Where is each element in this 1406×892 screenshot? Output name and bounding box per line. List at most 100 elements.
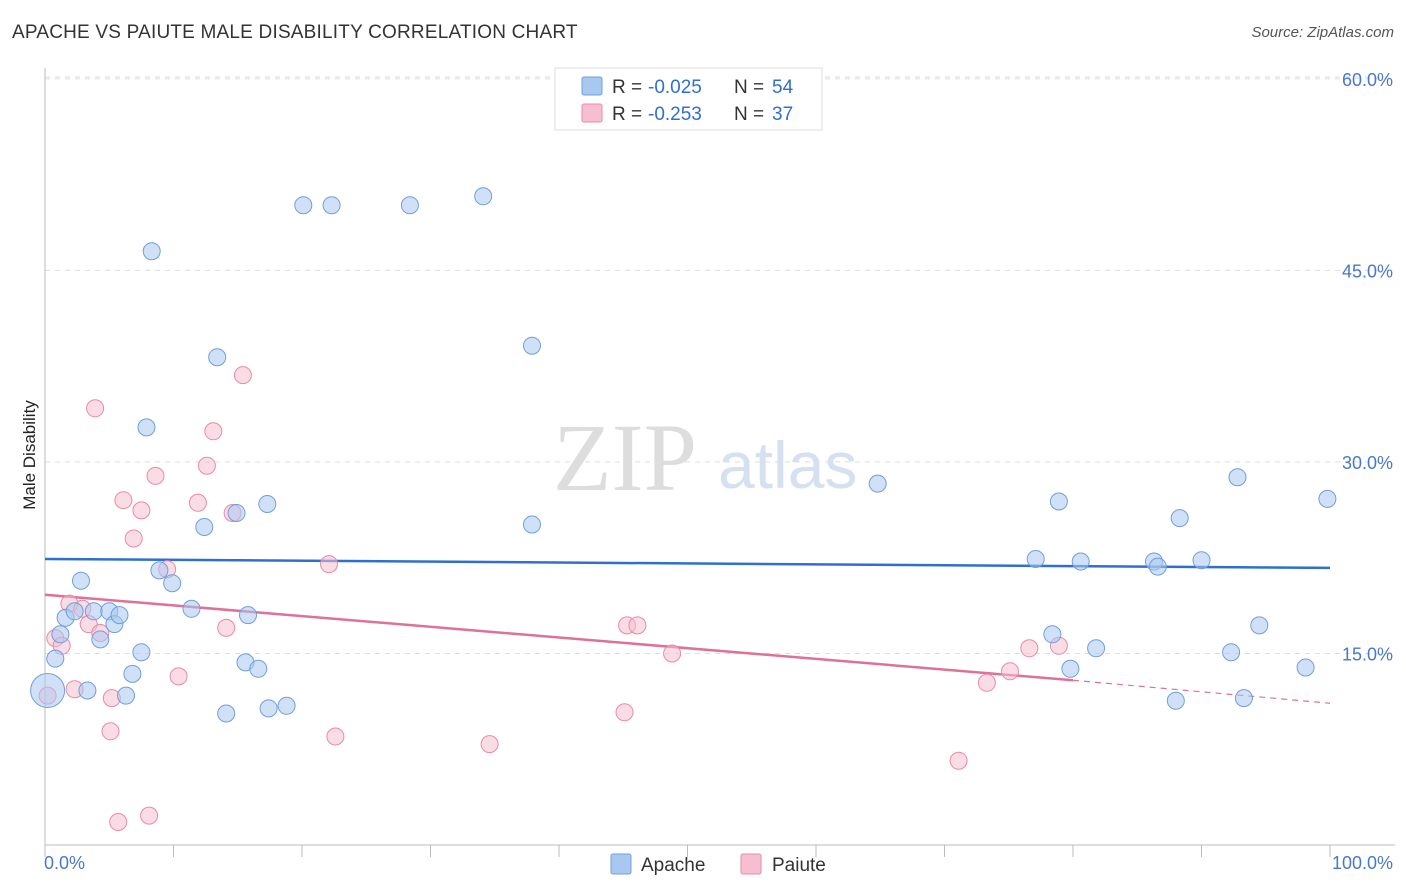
trend-lines bbox=[44, 557, 1331, 704]
legend-n-value-apache: 54 bbox=[772, 77, 794, 98]
data-point-apache bbox=[1049, 492, 1068, 511]
source-label: Source: ZipAtlas.com bbox=[1251, 24, 1394, 41]
data-point-apache bbox=[182, 599, 201, 618]
legend-n-label-paiute: N = bbox=[734, 104, 764, 125]
legend-top: R = -0.025 N = 54 R = -0.253 N = 37 bbox=[554, 67, 823, 131]
data-points bbox=[30, 187, 1337, 831]
data-point-apache bbox=[30, 673, 66, 708]
data-point-paiute bbox=[217, 618, 236, 637]
data-point-apache bbox=[163, 574, 182, 593]
x-tick-label-max: 100.0% bbox=[1332, 853, 1393, 873]
data-point-paiute bbox=[615, 703, 634, 722]
legend-bottom-label-apache: Apache bbox=[641, 855, 705, 876]
data-point-apache bbox=[1318, 489, 1337, 508]
legend-swatch-apache bbox=[581, 76, 603, 96]
data-point-apache bbox=[258, 495, 277, 513]
trend-line-paiute-extension bbox=[1072, 679, 1331, 704]
data-point-paiute bbox=[109, 813, 128, 831]
chart-title: APACHE VS PAIUTE MALE DISABILITY CORRELA… bbox=[12, 22, 578, 43]
y-tick-label: 45.0% bbox=[1342, 261, 1393, 281]
legend-bottom: Apache Paiute bbox=[610, 853, 826, 876]
data-point-paiute bbox=[1001, 662, 1019, 681]
data-point-paiute bbox=[197, 456, 216, 475]
data-point-apache bbox=[132, 643, 151, 662]
data-point-apache bbox=[1192, 551, 1211, 570]
legend-n-label-apache: N = bbox=[734, 77, 764, 98]
data-point-paiute bbox=[124, 529, 143, 548]
data-point-apache bbox=[1250, 616, 1269, 635]
data-point-paiute bbox=[949, 751, 968, 770]
data-point-paiute bbox=[480, 735, 499, 754]
data-point-paiute bbox=[233, 366, 252, 385]
x-tick-labels: 0.0% 100.0% bbox=[44, 853, 1393, 873]
data-point-apache bbox=[1228, 468, 1247, 487]
data-point-apache bbox=[208, 348, 227, 367]
legend-n-value-paiute: 37 bbox=[772, 104, 793, 125]
data-point-apache bbox=[1166, 691, 1185, 710]
legend-bottom-swatch-apache bbox=[610, 853, 632, 875]
data-point-paiute bbox=[86, 399, 105, 418]
data-point-apache bbox=[523, 515, 541, 534]
legend-r-label-apache: R = bbox=[612, 77, 642, 98]
y-tick-label: 15.0% bbox=[1342, 644, 1393, 664]
data-point-paiute bbox=[326, 727, 345, 746]
data-point-paiute bbox=[628, 616, 647, 635]
data-point-paiute bbox=[169, 667, 188, 686]
data-point-apache bbox=[137, 418, 156, 437]
data-point-apache bbox=[217, 704, 236, 723]
legend-bottom-swatch-paiute bbox=[740, 853, 762, 875]
data-point-paiute bbox=[146, 466, 165, 485]
data-point-apache bbox=[868, 474, 887, 493]
data-point-paiute bbox=[114, 491, 133, 510]
data-point-apache bbox=[1148, 557, 1167, 576]
data-point-apache bbox=[227, 504, 246, 522]
data-point-apache bbox=[1026, 550, 1045, 568]
data-point-apache bbox=[51, 625, 70, 644]
y-tick-label: 60.0% bbox=[1342, 70, 1393, 90]
data-point-apache bbox=[259, 699, 278, 718]
legend-r-value-paiute: -0.253 bbox=[648, 104, 702, 125]
data-point-apache bbox=[117, 686, 135, 705]
data-point-paiute bbox=[663, 644, 682, 663]
data-point-apache bbox=[72, 571, 90, 590]
data-point-apache bbox=[142, 242, 161, 261]
data-point-paiute bbox=[140, 806, 159, 825]
data-point-apache bbox=[110, 606, 129, 625]
legend-bottom-label-paiute: Paiute bbox=[772, 855, 826, 876]
trend-line-paiute bbox=[44, 593, 1074, 682]
data-point-apache bbox=[1296, 658, 1315, 677]
data-point-apache bbox=[249, 659, 268, 678]
data-point-apache bbox=[84, 602, 103, 621]
data-point-paiute bbox=[204, 422, 223, 441]
data-point-apache bbox=[1234, 689, 1253, 708]
y-axis-title: Male Disability bbox=[20, 400, 39, 510]
x-tick-label-min: 0.0% bbox=[44, 853, 85, 873]
data-point-paiute bbox=[320, 555, 338, 574]
y-tick-labels: 15.0% 30.0% 45.0% 60.0% bbox=[1342, 70, 1393, 665]
data-point-apache bbox=[1061, 659, 1080, 678]
data-point-apache bbox=[1170, 509, 1189, 528]
data-point-apache bbox=[91, 630, 110, 649]
legend-swatch-paiute bbox=[581, 103, 603, 123]
data-point-paiute bbox=[132, 501, 151, 520]
data-point-apache bbox=[239, 606, 257, 625]
data-point-paiute bbox=[977, 673, 996, 692]
data-point-apache bbox=[474, 187, 493, 206]
data-point-apache bbox=[46, 649, 65, 668]
data-point-apache bbox=[65, 602, 84, 621]
y-tick-label: 30.0% bbox=[1342, 453, 1393, 473]
trend-line-apache bbox=[44, 557, 1331, 570]
watermark-atlas: atlas bbox=[718, 428, 857, 502]
data-point-apache bbox=[322, 196, 341, 215]
data-point-apache bbox=[1222, 643, 1241, 662]
axes bbox=[44, 68, 1395, 857]
data-point-apache bbox=[78, 681, 97, 700]
data-point-apache bbox=[195, 518, 214, 536]
data-point-apache bbox=[123, 664, 142, 683]
data-point-apache bbox=[1043, 625, 1062, 644]
watermark-zip: ZIP bbox=[553, 404, 697, 511]
data-point-apache bbox=[523, 336, 541, 355]
data-point-apache bbox=[1071, 552, 1090, 571]
watermark: ZIP atlas bbox=[553, 404, 857, 511]
